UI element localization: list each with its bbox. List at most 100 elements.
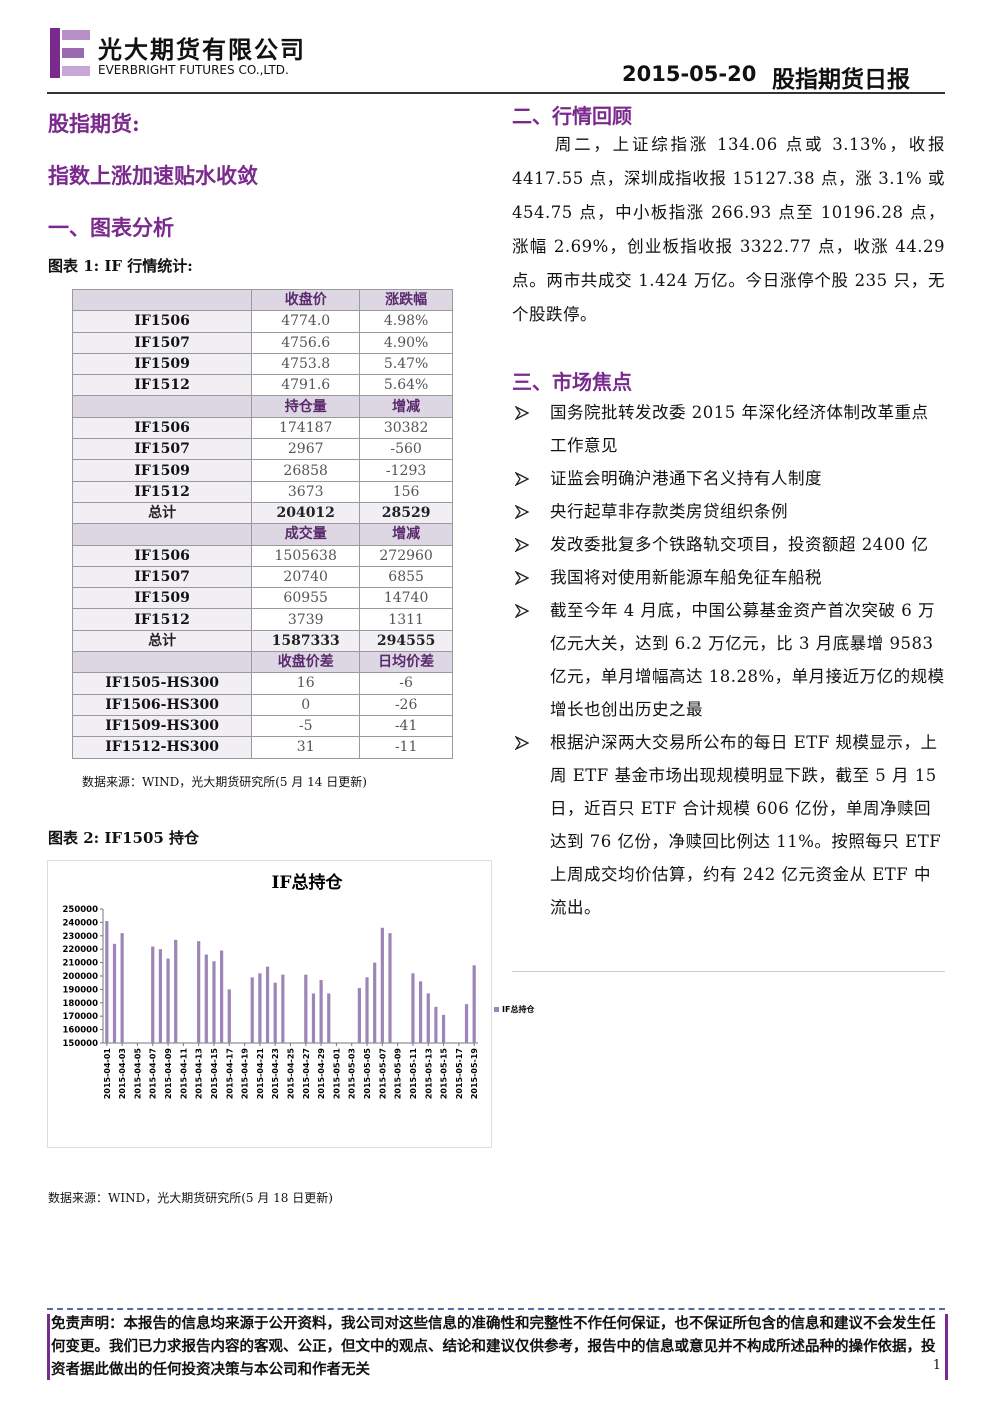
bullet-arrow	[515, 736, 529, 750]
section-title: 股指期货:	[48, 111, 140, 136]
table-source: 数据来源：WIND，光大期货研究所(5 月 14 日更新)	[82, 775, 367, 789]
table-row: IF1506 174187 30382	[71, 416, 453, 440]
bullet-arrow	[515, 505, 529, 519]
x-tick-label: 2015-04-05	[133, 1048, 142, 1100]
bar	[174, 939, 178, 1043]
header-row: 收盘价差 日均价差	[71, 651, 453, 674]
bullet-arrow	[515, 604, 529, 618]
footer: 免责声明：本报告的信息均来源于公开资料，我公司对这些信息的准确性和完整性不作任何…	[47, 1308, 948, 1380]
focus-item: 发改委批复多个铁路轨交项目，投资额超 2400 亿	[512, 528, 945, 561]
focus-text: 国务院批转发改委 2015 年深化经济体制改革重点工作意见	[550, 403, 929, 455]
arrow-shape	[515, 736, 529, 750]
total-row: 总计 204012 28529	[71, 501, 453, 525]
y-tick-label: 200000	[63, 972, 99, 982]
table-row: IF1512 4791.6 5.64%	[71, 374, 453, 397]
figure-source: 数据来源：WIND，光大期货研究所(5 月 18 日更新)	[48, 1191, 333, 1205]
x-tick-label: 2015-04-03	[118, 1048, 127, 1099]
row-label: IF1506-HS300	[71, 693, 253, 716]
value-cell: 3673	[251, 480, 361, 503]
y-tick-label: 250000	[63, 905, 99, 915]
value-cell: 174187	[251, 416, 361, 440]
bar	[464, 1004, 469, 1043]
header-cell: 增减	[359, 395, 453, 418]
chart: IF总持仓 150000 160000 170000 180000 190000 20000…	[47, 860, 535, 1148]
legend-swatch	[494, 1007, 499, 1012]
arrow-shape	[515, 604, 529, 618]
chart-title: IF总持仓	[271, 872, 343, 893]
value-cell: -5	[251, 714, 361, 738]
header-rule	[47, 92, 945, 94]
total-cell: 204012	[251, 501, 361, 525]
value-cell: 156	[359, 480, 453, 503]
bar	[220, 950, 224, 1043]
value-cell: 4774.0	[251, 310, 361, 333]
row-label: IF1509	[71, 587, 253, 610]
row-label: IF1512	[71, 608, 253, 631]
row-label: IF1509	[71, 352, 253, 376]
x-tick-label: 2015-04-01	[103, 1048, 112, 1100]
bar	[265, 966, 270, 1043]
bar	[281, 974, 285, 1043]
header-cell: 日均价差	[359, 651, 453, 674]
row-label: IF1506	[71, 416, 253, 440]
value-cell: 4756.6	[251, 331, 361, 354]
report-title: 股指期货日报	[772, 66, 910, 93]
x-tick-label: 2015-05-09	[394, 1048, 403, 1100]
value-cell: 6855	[359, 565, 453, 589]
total-cell: 294555	[359, 629, 453, 653]
header-cell: 收盘价差	[251, 651, 361, 674]
focus-item: 截至今年 4 月底，中国公募基金资产首次突破 6 万亿元大关，达到 6.2 万亿…	[512, 594, 945, 726]
bar	[441, 1014, 446, 1043]
bar	[304, 974, 308, 1043]
footer-bar	[47, 1314, 50, 1380]
footer-bar	[945, 1314, 948, 1380]
y-tick-label: 190000	[63, 985, 99, 995]
bar	[380, 927, 384, 1043]
bar	[197, 941, 201, 1043]
value-cell: 4791.6	[251, 374, 361, 397]
bar	[112, 943, 117, 1043]
x-tick-label: 2015-04-07	[149, 1048, 158, 1099]
company-en: EVERBRIGHT FUTURES CO.,LTD.	[98, 63, 289, 77]
table-row: IF1509-HS300 -5 -41	[71, 714, 453, 738]
focus-text: 央行起草非存款类房贷组织条例	[550, 502, 788, 521]
value-cell: -11	[359, 736, 453, 759]
bar	[434, 1006, 438, 1043]
value-cell: 3739	[251, 608, 361, 631]
y-tick-label: 150000	[63, 1039, 99, 1049]
x-tick-label: 2015-05-13	[424, 1048, 433, 1099]
x-tick-label: 2015-04-19	[241, 1048, 250, 1100]
arrow-shape	[515, 406, 529, 420]
divider	[512, 971, 945, 972]
table-row: IF1507 2967 -560	[71, 438, 453, 461]
bar	[227, 989, 231, 1043]
value-cell: 0	[251, 693, 361, 716]
bar	[273, 982, 277, 1043]
logo	[50, 28, 90, 78]
table-row: IF1509 4753.8 5.47%	[71, 352, 453, 376]
row-label: IF1507	[71, 565, 253, 589]
bullet-arrow	[515, 538, 529, 552]
value-cell: 14740	[359, 587, 453, 610]
table-wrap: 收盘价 涨跌幅 IF1506 4774.0 4.98% IF1507 4756.6 4.90%…	[71, 288, 453, 759]
bar	[166, 958, 170, 1043]
header-row: 成交量 增减	[71, 523, 453, 546]
value-cell: -26	[359, 693, 453, 716]
bar	[327, 993, 331, 1043]
focus-text: 发改委批复多个铁路轨交项目，投资额超 2400 亿	[550, 535, 929, 554]
bar	[426, 993, 430, 1043]
row-label: IF1506	[71, 544, 253, 567]
x-tick-label: 2015-05-15	[440, 1048, 449, 1100]
value-cell: -560	[359, 438, 453, 461]
value-cell: -6	[359, 672, 453, 695]
y-tick-label: 170000	[63, 1012, 99, 1022]
value-cell: -1293	[359, 459, 453, 482]
x-tick-label: 2015-04-17	[225, 1048, 234, 1099]
bar	[204, 954, 208, 1043]
header-cell	[71, 395, 253, 418]
x-tick-label: 2015-04-27	[302, 1048, 311, 1099]
row-label: IF1509	[71, 459, 253, 482]
header-cell: 成交量	[251, 523, 361, 546]
legend-label: IF总持仓	[502, 1004, 535, 1014]
